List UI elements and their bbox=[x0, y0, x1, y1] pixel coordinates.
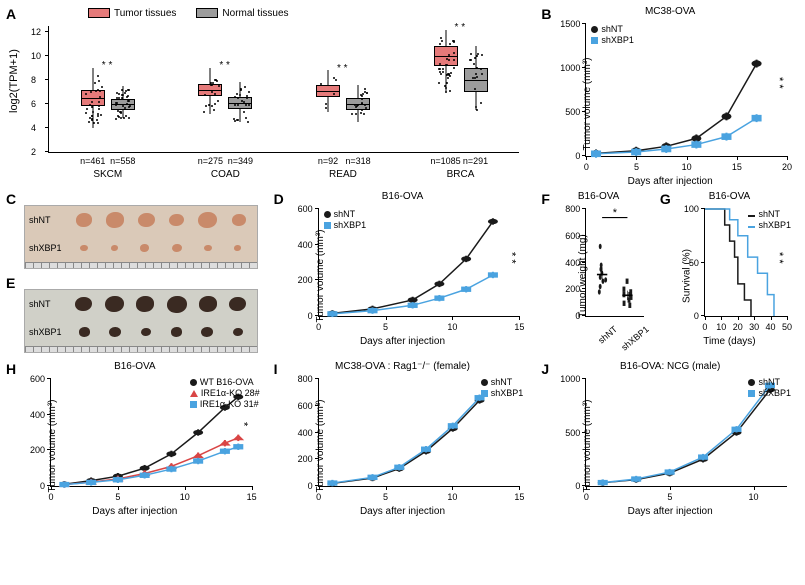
tumor-icon bbox=[80, 245, 88, 252]
panel-F-label: F bbox=[541, 191, 550, 207]
tumor-icon bbox=[75, 297, 92, 311]
panel-E: E shNTshXBP1 bbox=[8, 277, 262, 353]
panel-J: J B16-OVA: NCG (male) Tumor volume (mm³)… bbox=[543, 363, 797, 513]
panel-B: B MC38-OVA Tumor volume (mm³) 0500100015… bbox=[543, 8, 797, 183]
panel-I: I MC38-OVA : Rag1⁻/⁻ (female) Tumor volu… bbox=[276, 363, 530, 513]
tumor-icon bbox=[136, 296, 154, 311]
legend: shNTshXBP1 bbox=[481, 377, 524, 399]
tumor-icon bbox=[169, 214, 184, 227]
tumor-icon bbox=[76, 213, 92, 227]
panel-A: A Tumor tissuesNormal tissues log2(TPM+1… bbox=[8, 8, 529, 183]
panel-C-label: C bbox=[6, 191, 16, 207]
panel-FG: F B16-OVA Tumor weight (mg) 020040060080… bbox=[543, 193, 797, 353]
xlabel: Days after injection bbox=[92, 506, 177, 517]
ruler-icon bbox=[25, 262, 257, 268]
xlabel: Days after injection bbox=[628, 176, 713, 187]
tumor-icon bbox=[172, 244, 182, 253]
panel-CE: C shNTshXBP1 E shNTshXBP1 bbox=[8, 193, 262, 353]
panel-A-label: A bbox=[6, 6, 16, 22]
tumor-icon bbox=[199, 296, 217, 311]
tumor-icon bbox=[171, 327, 182, 336]
chart-title: B16-OVA: NCG (male) bbox=[620, 361, 720, 372]
panel-H-label: H bbox=[6, 361, 16, 377]
panel-F: F B16-OVA Tumor weight (mg) 020040060080… bbox=[543, 193, 654, 343]
xlabel: Time (days) bbox=[703, 336, 755, 347]
legend: shNTshXBP1 bbox=[591, 24, 634, 46]
tumor-icon bbox=[138, 213, 155, 227]
legend: WT B16-OVAIRE1α-KO 28#IRE1α-KO 31# bbox=[190, 377, 260, 410]
tumor-icon bbox=[106, 212, 124, 227]
legend: shNTshXBP1 bbox=[324, 209, 367, 231]
tumor-row: shNT bbox=[25, 206, 257, 234]
panel-D-label: D bbox=[274, 191, 284, 207]
panel-A-ylabel: log2(TPM+1) bbox=[8, 49, 20, 113]
tumor-icon bbox=[198, 212, 217, 228]
tumor-icon bbox=[111, 245, 118, 251]
panel-I-label: I bbox=[274, 361, 278, 377]
ruler-icon bbox=[25, 346, 257, 352]
chart-title: MC38-OVA bbox=[645, 6, 695, 17]
tumor-icon bbox=[234, 245, 241, 251]
xlabel: Days after injection bbox=[628, 506, 713, 517]
panel-H: H B16-OVA Tumor volume (mm³) 02004006000… bbox=[8, 363, 262, 513]
legend: shNTshXBP1 bbox=[748, 209, 791, 231]
xlabel: Days after injection bbox=[360, 506, 445, 517]
panel-C: C shNTshXBP1 bbox=[8, 193, 262, 269]
chart-title: B16-OVA bbox=[114, 361, 156, 372]
panel-A-plot: 24681012n=461n=558SKCM* *n=275n=349COAD*… bbox=[48, 26, 519, 153]
panel-B-label: B bbox=[541, 6, 551, 22]
chart-title: B16-OVA bbox=[709, 191, 751, 202]
panel-J-label: J bbox=[541, 361, 549, 377]
tumor-row: shXBP1 bbox=[25, 234, 257, 262]
plot-area: 0200400600800shNTshXBP1* bbox=[585, 209, 644, 317]
tumor-row: shNT bbox=[25, 290, 257, 318]
tumor-icon bbox=[229, 297, 246, 311]
panel-C-photo: shNTshXBP1 bbox=[24, 205, 258, 269]
xlabel: Days after injection bbox=[360, 336, 445, 347]
panel-D-wrap: D B16-OVA Tumor volume (mm³) 02004006000… bbox=[276, 193, 530, 353]
tumor-icon bbox=[141, 328, 151, 337]
panel-E-photo: shNTshXBP1 bbox=[24, 289, 258, 353]
tumor-icon bbox=[105, 296, 124, 312]
panel-E-label: E bbox=[6, 275, 15, 291]
tumor-icon bbox=[140, 244, 149, 252]
legend: shNTshXBP1 bbox=[748, 377, 791, 399]
panel-D: D B16-OVA Tumor volume (mm³) 02004006000… bbox=[276, 193, 530, 343]
chart-title: B16-OVA bbox=[382, 191, 424, 202]
tumor-icon bbox=[79, 327, 90, 336]
figure: A Tumor tissuesNormal tissues log2(TPM+1… bbox=[8, 8, 797, 513]
tumor-row: shXBP1 bbox=[25, 318, 257, 346]
tumor-icon bbox=[201, 327, 213, 337]
panel-A-legend: Tumor tissuesNormal tissues bbox=[88, 8, 289, 19]
panel-G-label: G bbox=[660, 191, 671, 207]
tumor-icon bbox=[167, 296, 187, 313]
chart-title: MC38-OVA : Rag1⁻/⁻ (female) bbox=[335, 361, 470, 372]
tumor-icon bbox=[232, 214, 246, 226]
panel-G: G B16-OVA Survival (%) 05010001020304050… bbox=[662, 193, 797, 343]
tumor-icon bbox=[204, 245, 212, 252]
tumor-icon bbox=[233, 328, 243, 337]
tumor-icon bbox=[109, 327, 121, 337]
